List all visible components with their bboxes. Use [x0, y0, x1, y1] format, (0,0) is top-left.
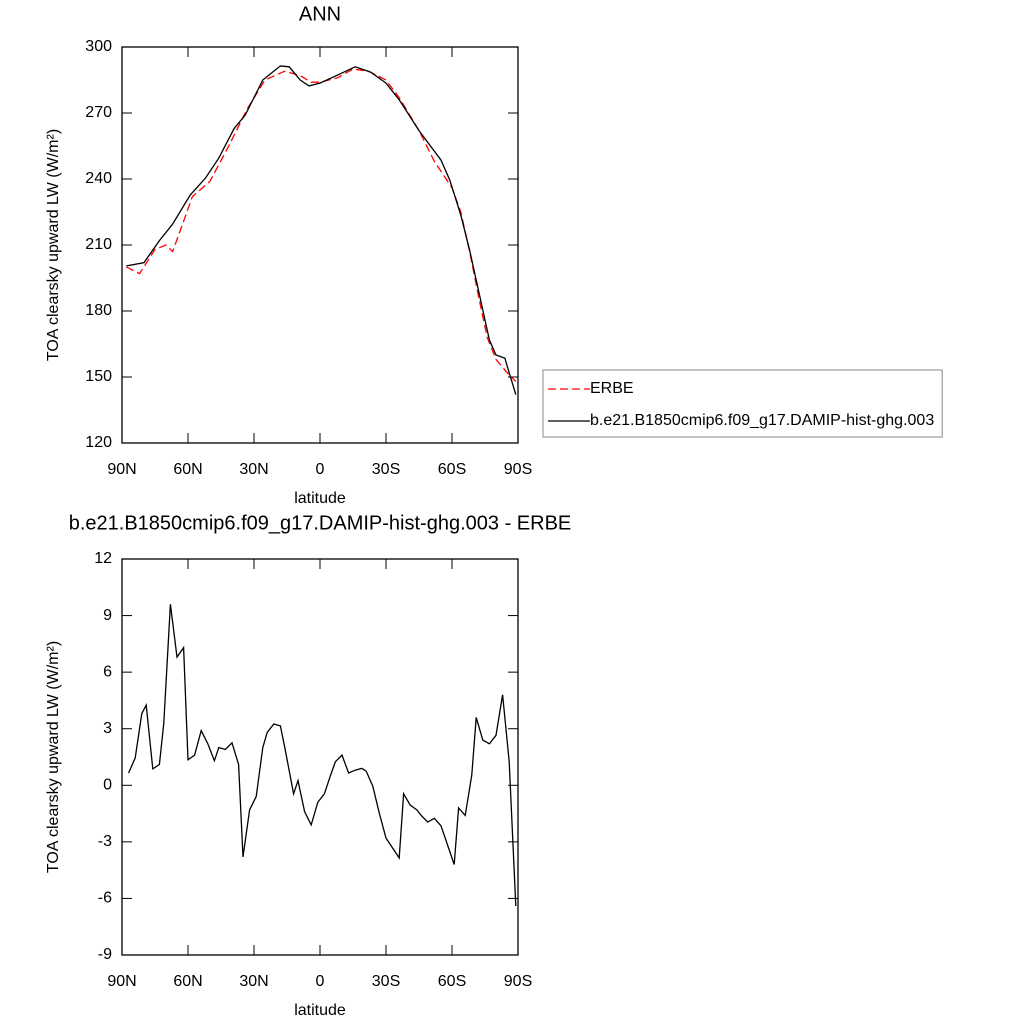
data-line [126, 68, 517, 382]
x-tick-label: 30S [372, 461, 400, 478]
x-tick-label: 90S [504, 973, 532, 990]
plot-frame [121, 46, 519, 444]
x-tick-label: 60N [173, 973, 202, 990]
chart-title: ANN [299, 3, 341, 25]
x-tick-label: 30N [239, 461, 268, 478]
y-axis-label: TOA clearsky upward LW (W/m²) [45, 641, 62, 873]
y-tick-label: -3 [98, 833, 112, 850]
data-line [126, 65, 517, 395]
plot-frame [121, 558, 519, 956]
x-tick-label: 60S [438, 461, 466, 478]
y-tick-label: 0 [103, 777, 112, 794]
x-axis-label: latitude [294, 490, 346, 507]
y-tick-label: 150 [85, 368, 112, 385]
y-axis-label: TOA clearsky upward LW (W/m²) [45, 129, 62, 361]
data-line [128, 604, 517, 907]
y-tick-label: 210 [85, 236, 112, 253]
y-tick-label: -9 [98, 946, 112, 963]
y-tick-label: 300 [85, 38, 112, 55]
x-tick-label: 60S [438, 973, 466, 990]
x-tick-label: 30S [372, 973, 400, 990]
x-tick-label: 90N [107, 973, 136, 990]
legend-label: b.e21.B1850cmip6.f09_g17.DAMIP-hist-ghg.… [590, 412, 934, 429]
x-tick-label: 90S [504, 461, 532, 478]
x-tick-label: 0 [316, 973, 325, 990]
y-tick-label: 3 [103, 720, 112, 737]
y-tick-label: 180 [85, 302, 112, 319]
legend-label: ERBE [590, 380, 634, 397]
x-tick-label: 60N [173, 461, 202, 478]
y-tick-label: 240 [85, 170, 112, 187]
x-tick-label: 30N [239, 973, 268, 990]
y-tick-label: 6 [103, 663, 112, 680]
y-tick-label: 12 [94, 550, 112, 567]
x-tick-label: 0 [316, 461, 325, 478]
y-tick-label: 9 [103, 607, 112, 624]
y-tick-label: 120 [85, 434, 112, 451]
x-axis-label: latitude [294, 1002, 346, 1019]
x-tick-label: 90N [107, 461, 136, 478]
chart-title: b.e21.B1850cmip6.f09_g17.DAMIP-hist-ghg.… [69, 512, 572, 534]
y-tick-label: 270 [85, 104, 112, 121]
legend-box [542, 369, 943, 438]
y-tick-label: -6 [98, 890, 112, 907]
